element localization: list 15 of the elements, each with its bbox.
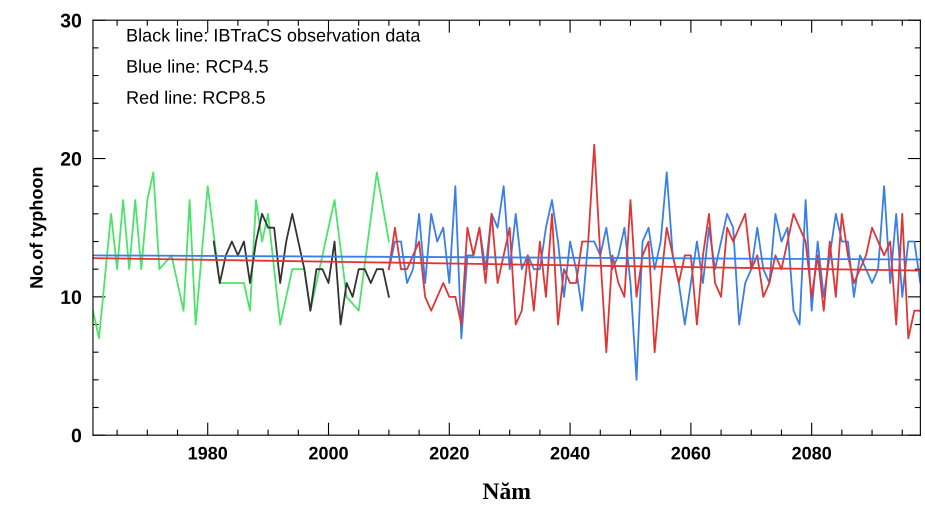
y-tick-label: 0	[72, 428, 82, 442]
x-tick-label: 2040	[550, 446, 590, 460]
x-tick-label: 2080	[792, 446, 832, 460]
y-axis-title: No.of typhoon	[30, 168, 46, 288]
y-tick-label: 10	[61, 290, 82, 304]
x-tick-label: 1980	[188, 446, 228, 460]
x-axis-title: Năm	[482, 482, 531, 500]
y-tick-label: 30	[60, 14, 82, 28]
x-tick-label: 2000	[309, 446, 348, 460]
annotation: Blue line: RCP4.5	[128, 60, 268, 73]
annotation: Black line: IBTraCS observation data	[128, 28, 420, 42]
y-tick-label: 20	[60, 152, 82, 166]
annotation: Red line: RCP8.5	[128, 90, 265, 104]
x-tick-label: 2020	[430, 446, 469, 460]
x-tick-label: 2060	[671, 446, 710, 460]
